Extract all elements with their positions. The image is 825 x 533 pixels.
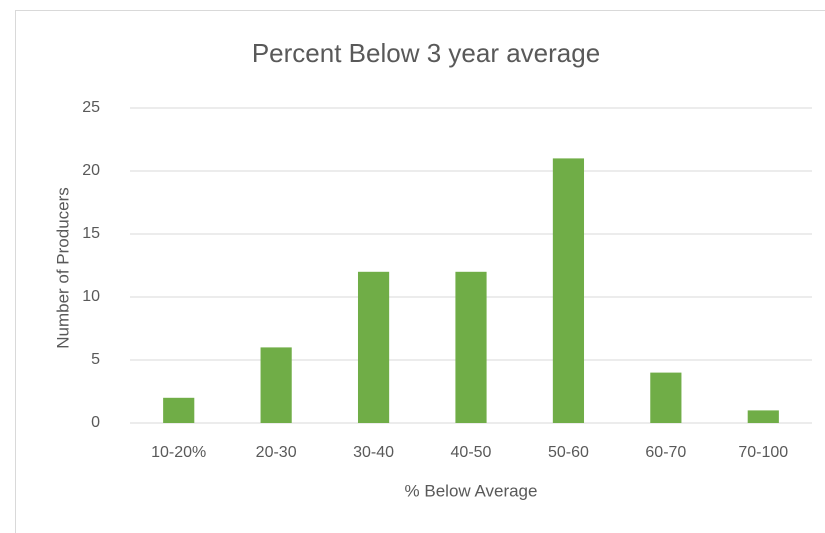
y-tick-label: 5: [91, 351, 100, 368]
y-tick-label: 10: [82, 288, 100, 305]
x-tick-label: 10-20%: [151, 444, 206, 461]
x-tick-label: 60-70: [645, 444, 686, 461]
bar: [357, 271, 390, 423]
x-tick-label: 30-40: [353, 444, 394, 461]
x-axis-label: % Below Average: [405, 481, 538, 500]
x-tick-label: 50-60: [548, 444, 589, 461]
chart-frame: [15, 10, 825, 533]
x-tick-label: 70-100: [738, 444, 788, 461]
bar: [650, 372, 682, 423]
y-tick-label: 25: [82, 99, 100, 116]
y-tick-label: 15: [82, 225, 100, 242]
bar: [163, 397, 195, 423]
y-tick-label: 20: [82, 162, 100, 179]
bar: [455, 271, 487, 423]
x-tick-label: 40-50: [451, 444, 492, 461]
bar: [260, 347, 292, 423]
y-axis-label: Number of Producers: [53, 187, 72, 349]
x-tick-label: 20-30: [256, 444, 297, 461]
bar: [552, 158, 585, 423]
bar: [747, 410, 779, 423]
chart-title: Percent Below 3 year average: [252, 38, 600, 68]
y-tick-label: 0: [91, 414, 100, 431]
